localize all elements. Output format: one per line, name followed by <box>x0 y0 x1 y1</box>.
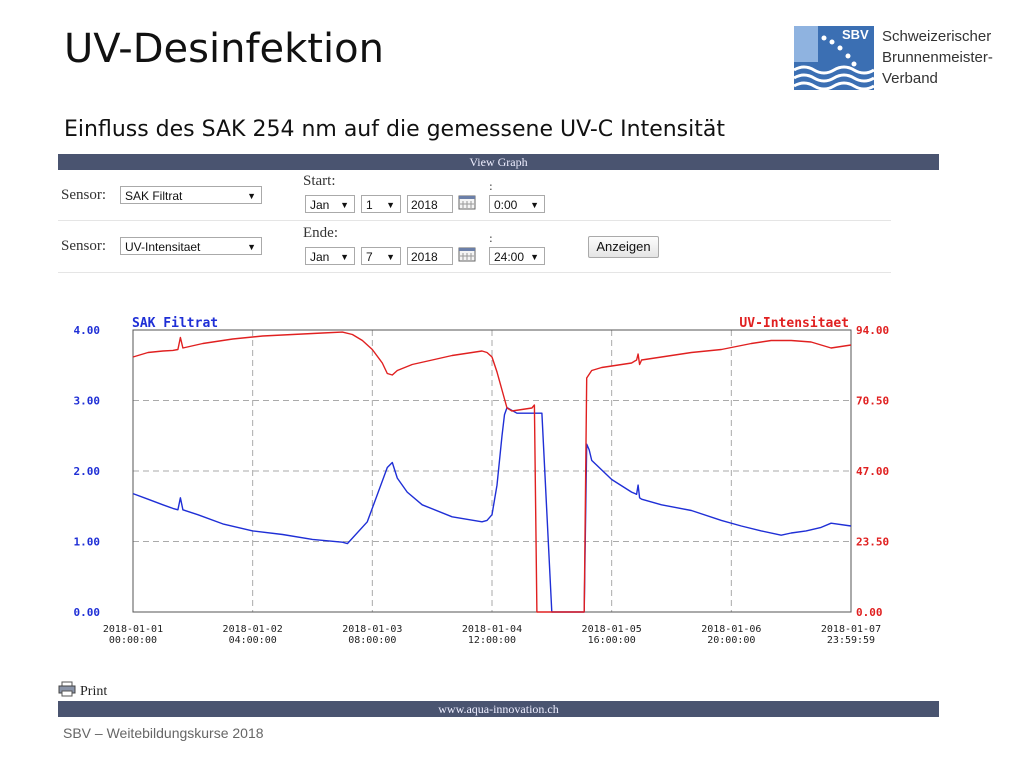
slide-title: UV-Desinfektion <box>64 26 384 72</box>
printer-icon <box>58 681 76 697</box>
left-axis-ticks: 0.00 1.00 2.00 3.00 4.00 <box>74 324 101 619</box>
left-tick-label: 2.00 <box>74 465 101 478</box>
x-tick-label-date: 2018-01-05 <box>582 624 642 635</box>
x-tick-label-date: 2018-01-04 <box>462 624 522 635</box>
print-link[interactable]: Print <box>58 681 107 700</box>
chevron-down-icon: ▼ <box>530 252 539 262</box>
logo-line-3: Verband <box>882 70 938 87</box>
logo-line-1: Schweizerischer <box>882 28 992 45</box>
print-label: Print <box>80 684 108 699</box>
chevron-down-icon: ▼ <box>340 252 349 262</box>
sensor-select-2[interactable]: UV-Intensitaet ▼ <box>120 237 262 255</box>
sbv-logo-mark: SBV <box>794 26 874 90</box>
left-tick-label: 3.00 <box>74 395 101 408</box>
time-colon-1: : <box>489 180 493 193</box>
chevron-down-icon: ▼ <box>247 242 256 252</box>
end-time-select[interactable]: 24:00 ▼ <box>489 247 545 265</box>
chevron-down-icon: ▼ <box>386 200 395 210</box>
calendar-icon[interactable] <box>458 246 476 262</box>
sensor-select-1-value: SAK Filtrat <box>125 189 183 203</box>
x-tick-label-time: 04:00:00 <box>229 635 277 646</box>
left-tick-label: 1.00 <box>74 536 101 549</box>
right-tick-label: 0.00 <box>856 606 883 619</box>
slide-footer: SBV – Weitebildungskurse 2018 <box>63 725 264 741</box>
sensor-select-1[interactable]: SAK Filtrat ▼ <box>120 186 262 204</box>
chart-frame <box>132 329 852 613</box>
slide-subtitle: Einfluss des SAK 254 nm auf die gemessen… <box>64 117 725 142</box>
chevron-down-icon: ▼ <box>386 252 395 262</box>
start-day-value: 1 <box>366 198 373 212</box>
left-tick-label: 0.00 <box>74 606 101 619</box>
chevron-down-icon: ▼ <box>247 191 256 201</box>
right-tick-label: 70.50 <box>856 395 889 408</box>
x-tick-label-time: 23:59:59 <box>827 635 875 646</box>
calendar-icon[interactable] <box>458 194 476 210</box>
end-day-select[interactable]: 7 ▼ <box>361 247 401 265</box>
x-tick-label-date: 2018-01-01 <box>103 624 163 635</box>
right-axis-label: UV-Intensitaet <box>739 316 849 331</box>
start-time-select[interactable]: 0:00 ▼ <box>489 195 545 213</box>
right-axis-ticks: 0.00 23.50 47.00 70.50 94.00 <box>856 324 889 619</box>
chart-series <box>132 331 852 613</box>
chevron-down-icon: ▼ <box>340 200 349 210</box>
end-month-select[interactable]: Jan ▼ <box>305 247 355 265</box>
right-tick-label: 23.50 <box>856 536 889 549</box>
start-month-select[interactable]: Jan ▼ <box>305 195 355 213</box>
end-label: Ende: <box>303 225 338 241</box>
x-tick-label-time: 00:00:00 <box>109 635 157 646</box>
time-colon-2: : <box>489 232 493 245</box>
right-tick-label: 94.00 <box>856 324 889 337</box>
start-year-input[interactable]: 2018 <box>407 195 453 213</box>
left-tick-label: 4.00 <box>74 324 101 337</box>
logo-text: Schweizerischer Brunnenmeister- Verband <box>882 26 993 89</box>
sensor-label-1: Sensor: <box>61 187 106 203</box>
series-line-uv-intensitaet <box>132 331 852 613</box>
x-tick-label-time: 12:00:00 <box>468 635 516 646</box>
logo-line-2: Brunnenmeister- <box>882 49 993 66</box>
end-row: Sensor: UV-Intensitaet ▼ Ende: Jan ▼ 7 ▼… <box>58 222 891 273</box>
x-tick-label-date: 2018-01-02 <box>223 624 283 635</box>
left-axis-label: SAK Filtrat <box>132 316 218 331</box>
end-year-input[interactable]: 2018 <box>407 247 453 265</box>
sensor-select-2-value: UV-Intensitaet <box>125 240 201 254</box>
x-tick-label-time: 16:00:00 <box>588 635 636 646</box>
plot-frame <box>132 329 852 613</box>
x-tick-label-date: 2018-01-07 <box>821 624 881 635</box>
sbv-logo: SBV Schweizerischer Brunnenmeister- Verb… <box>794 26 1006 92</box>
start-time-value: 0:00 <box>494 198 518 212</box>
start-row: Sensor: SAK Filtrat ▼ Start: Jan ▼ 1 ▼ 2… <box>58 170 891 221</box>
start-label: Start: <box>303 173 336 189</box>
x-tick-label-time: 20:00:00 <box>707 635 755 646</box>
chart-grid <box>133 330 851 612</box>
end-time-value: 24:00 <box>494 250 525 264</box>
view-graph-header: View Graph <box>58 154 939 170</box>
chevron-down-icon: ▼ <box>530 200 539 210</box>
start-month-value: Jan <box>310 198 330 212</box>
end-day-value: 7 <box>366 250 373 264</box>
x-tick-label-date: 2018-01-03 <box>342 624 402 635</box>
series-line-sak-filtrat <box>132 406 852 613</box>
sensor-label-2: Sensor: <box>61 238 106 254</box>
x-tick-label-date: 2018-01-06 <box>701 624 761 635</box>
anzeigen-button[interactable]: Anzeigen <box>588 236 659 258</box>
right-tick-label: 47.00 <box>856 465 889 478</box>
site-url-bar: www.aqua-innovation.ch <box>58 701 939 717</box>
end-month-value: Jan <box>310 250 330 264</box>
logo-abbrev: SBV <box>842 27 869 42</box>
start-day-select[interactable]: 1 ▼ <box>361 195 401 213</box>
x-tick-label-time: 08:00:00 <box>348 635 396 646</box>
